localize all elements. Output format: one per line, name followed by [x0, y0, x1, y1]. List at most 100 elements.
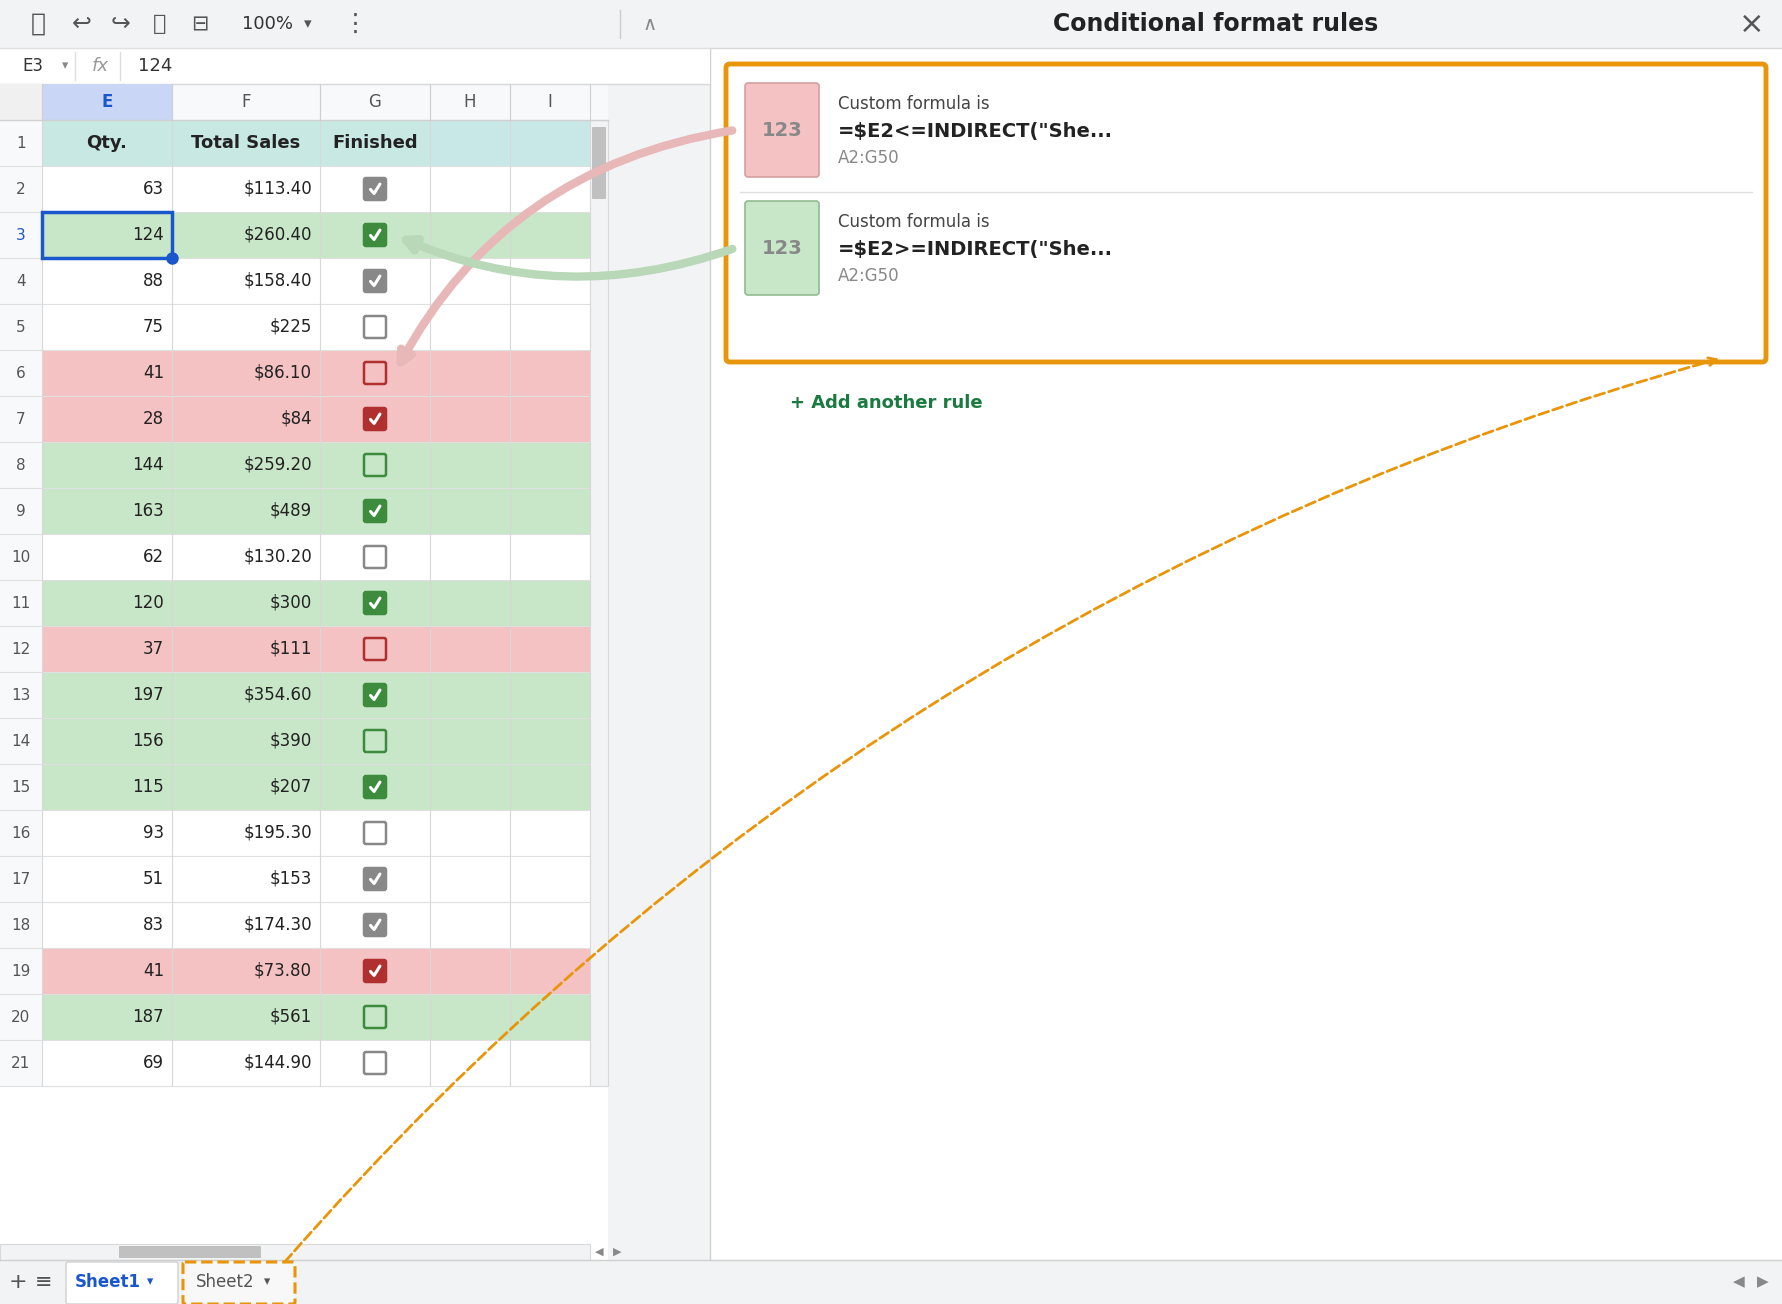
- Text: I: I: [547, 93, 552, 111]
- FancyBboxPatch shape: [43, 120, 590, 166]
- Text: 120: 120: [132, 595, 164, 612]
- FancyBboxPatch shape: [364, 1005, 387, 1028]
- Text: 75: 75: [143, 318, 164, 336]
- FancyBboxPatch shape: [43, 902, 590, 948]
- FancyBboxPatch shape: [364, 224, 387, 246]
- FancyBboxPatch shape: [364, 363, 387, 383]
- Text: A2:G50: A2:G50: [838, 149, 900, 167]
- Text: $158.40: $158.40: [244, 273, 312, 289]
- Text: ▾: ▾: [305, 17, 312, 31]
- FancyBboxPatch shape: [364, 638, 387, 660]
- Text: 18: 18: [11, 918, 30, 932]
- FancyBboxPatch shape: [43, 580, 590, 626]
- Text: 8: 8: [16, 458, 25, 472]
- Text: 144: 144: [132, 456, 164, 473]
- Text: $86.10: $86.10: [255, 364, 312, 382]
- Text: 37: 37: [143, 640, 164, 659]
- Text: fx: fx: [91, 57, 109, 76]
- Text: F: F: [241, 93, 251, 111]
- FancyBboxPatch shape: [364, 914, 387, 936]
- FancyBboxPatch shape: [725, 64, 1766, 363]
- Text: $73.80: $73.80: [255, 962, 312, 981]
- FancyBboxPatch shape: [0, 120, 43, 1086]
- Text: Sheet2: Sheet2: [196, 1273, 255, 1291]
- FancyBboxPatch shape: [43, 83, 173, 120]
- Text: $489: $489: [269, 502, 312, 520]
- Text: 63: 63: [143, 180, 164, 198]
- FancyBboxPatch shape: [745, 83, 820, 177]
- Text: 5: 5: [16, 319, 25, 335]
- Text: 197: 197: [132, 686, 164, 704]
- FancyBboxPatch shape: [43, 396, 590, 442]
- Text: $390: $390: [269, 732, 312, 750]
- Text: 62: 62: [143, 548, 164, 566]
- FancyBboxPatch shape: [184, 1262, 296, 1304]
- FancyBboxPatch shape: [43, 764, 590, 810]
- FancyBboxPatch shape: [0, 83, 43, 120]
- FancyBboxPatch shape: [43, 442, 590, 488]
- Text: ▾: ▾: [264, 1275, 271, 1288]
- Text: 10: 10: [11, 549, 30, 565]
- Text: Total Sales: Total Sales: [191, 134, 301, 153]
- FancyBboxPatch shape: [590, 120, 608, 1086]
- Text: ≡: ≡: [36, 1271, 53, 1292]
- Text: $174.30: $174.30: [244, 915, 312, 934]
- Text: Sheet1: Sheet1: [75, 1273, 141, 1291]
- FancyBboxPatch shape: [364, 316, 387, 338]
- FancyBboxPatch shape: [364, 868, 387, 891]
- FancyBboxPatch shape: [0, 83, 608, 1260]
- Text: Finished: Finished: [331, 134, 417, 153]
- FancyBboxPatch shape: [43, 258, 590, 304]
- Text: ⌕: ⌕: [30, 12, 46, 37]
- Text: 124: 124: [132, 226, 164, 244]
- FancyBboxPatch shape: [364, 822, 387, 844]
- Text: $225: $225: [269, 318, 312, 336]
- Text: ↪: ↪: [110, 12, 130, 37]
- Text: 41: 41: [143, 962, 164, 981]
- Text: 187: 187: [132, 1008, 164, 1026]
- FancyBboxPatch shape: [43, 120, 429, 166]
- FancyBboxPatch shape: [364, 270, 387, 292]
- FancyBboxPatch shape: [66, 1262, 178, 1304]
- Text: 41: 41: [143, 364, 164, 382]
- FancyBboxPatch shape: [0, 0, 709, 48]
- Text: Custom formula is: Custom formula is: [838, 95, 989, 113]
- Text: ⊟: ⊟: [191, 14, 208, 34]
- FancyBboxPatch shape: [364, 730, 387, 752]
- Text: ▶: ▶: [1757, 1274, 1770, 1290]
- Text: 156: 156: [132, 732, 164, 750]
- Text: $207: $207: [269, 778, 312, 795]
- FancyBboxPatch shape: [43, 672, 590, 719]
- Text: 28: 28: [143, 409, 164, 428]
- Text: 14: 14: [11, 733, 30, 748]
- Text: 3: 3: [16, 227, 27, 243]
- Text: Conditional format rules: Conditional format rules: [1053, 12, 1379, 37]
- FancyBboxPatch shape: [43, 304, 590, 349]
- Text: ⋮: ⋮: [342, 12, 367, 37]
- FancyBboxPatch shape: [43, 166, 590, 213]
- FancyBboxPatch shape: [43, 719, 590, 764]
- Text: ⎙: ⎙: [153, 14, 168, 34]
- FancyBboxPatch shape: [745, 201, 820, 295]
- Text: 2: 2: [16, 181, 25, 197]
- Text: 7: 7: [16, 412, 25, 426]
- FancyBboxPatch shape: [43, 626, 590, 672]
- Text: $130.20: $130.20: [244, 548, 312, 566]
- FancyBboxPatch shape: [364, 1052, 387, 1074]
- Text: $195.30: $195.30: [244, 824, 312, 842]
- FancyBboxPatch shape: [43, 535, 590, 580]
- Text: $111: $111: [269, 640, 312, 659]
- Text: 123: 123: [761, 239, 802, 257]
- FancyBboxPatch shape: [43, 855, 590, 902]
- FancyBboxPatch shape: [0, 48, 709, 83]
- Text: 13: 13: [11, 687, 30, 703]
- Text: $144.90: $144.90: [244, 1054, 312, 1072]
- FancyBboxPatch shape: [364, 960, 387, 982]
- Text: 123: 123: [761, 120, 802, 140]
- FancyBboxPatch shape: [43, 948, 590, 994]
- Text: G: G: [369, 93, 381, 111]
- Text: A2:G50: A2:G50: [838, 267, 900, 286]
- Text: 51: 51: [143, 870, 164, 888]
- Text: +: +: [9, 1271, 27, 1292]
- Text: 100%: 100%: [242, 16, 294, 33]
